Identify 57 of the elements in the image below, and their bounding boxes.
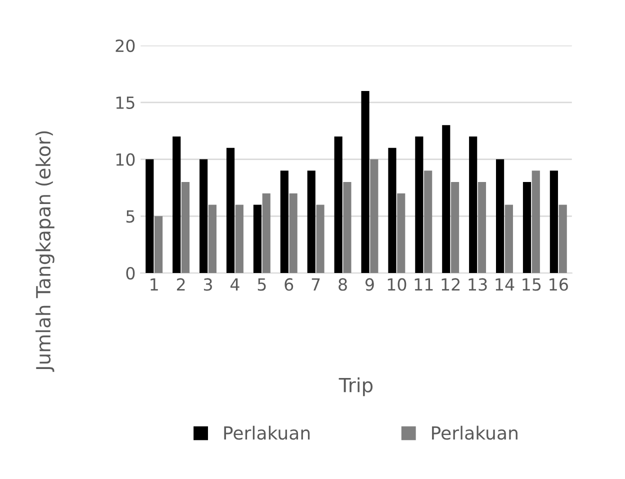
- bar: [262, 193, 270, 274]
- bar: [496, 159, 504, 274]
- bar: [208, 204, 216, 274]
- x-tick-label: 10: [388, 278, 406, 291]
- bar: [504, 204, 513, 274]
- bar: [172, 136, 181, 274]
- legend-label: Perlakuan: [224, 426, 310, 440]
- x-tick-label: 4: [230, 278, 240, 291]
- bar: [235, 204, 244, 274]
- bar: [334, 136, 342, 274]
- x-tick-label: 9: [365, 278, 374, 291]
- x-tick-label: 15: [522, 278, 541, 291]
- bar: [154, 216, 163, 274]
- y-tick-label: 15: [116, 96, 134, 109]
- bar: [181, 182, 190, 274]
- bar: [558, 204, 567, 274]
- x-tick-label: 8: [338, 278, 347, 291]
- y-tick-label: 20: [116, 39, 135, 52]
- x-tick-label: 11: [414, 278, 433, 291]
- bar: [343, 182, 352, 274]
- bar: [424, 170, 432, 274]
- bar: [532, 170, 540, 274]
- x-tick-label: 13: [468, 278, 487, 291]
- bar: [361, 91, 370, 274]
- bar: [226, 148, 235, 274]
- x-tick-label: 14: [496, 278, 514, 291]
- bar: [280, 170, 288, 274]
- bar: [478, 182, 486, 274]
- x-tick-label: 5: [258, 278, 266, 291]
- bar: [200, 159, 208, 274]
- bar: [450, 182, 460, 274]
- bar: [289, 193, 298, 274]
- y-tick-label: 5: [126, 210, 134, 223]
- bar: [316, 204, 324, 274]
- legend-label: Perlakuan: [432, 426, 518, 440]
- y-tick-label: 0: [126, 266, 135, 280]
- bar: [415, 136, 424, 274]
- bar: [388, 148, 396, 274]
- bar: [522, 182, 532, 274]
- y-tick-label: 10: [116, 153, 135, 166]
- x-tick-label: 1: [150, 278, 158, 291]
- bar: [370, 159, 378, 274]
- x-tick-label: 12: [442, 278, 460, 291]
- bar: [397, 193, 406, 274]
- x-tick-label: 16: [550, 278, 568, 291]
- x-axis-title: Trip: [338, 377, 373, 396]
- x-tick-label: 3: [204, 278, 212, 291]
- y-axis-title: Jumlah Tangkapan (ekor): [36, 131, 54, 372]
- bar: [146, 159, 154, 274]
- bar: [307, 170, 316, 274]
- x-tick-label: 6: [284, 278, 294, 291]
- bar: [253, 204, 262, 274]
- x-tick-label: 7: [312, 278, 320, 291]
- bar: [550, 170, 558, 274]
- bar: [442, 125, 450, 274]
- x-tick-label: 2: [176, 278, 185, 291]
- bar: [469, 136, 478, 274]
